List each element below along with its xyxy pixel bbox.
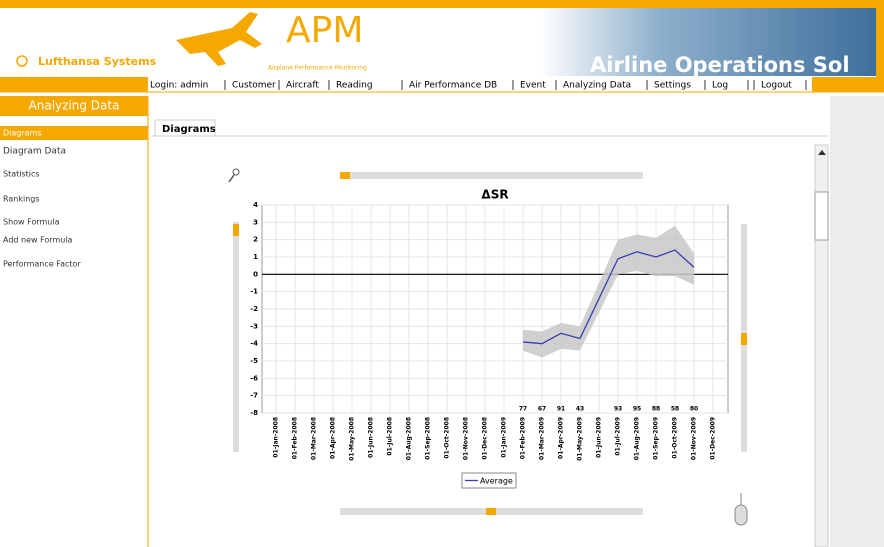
top-border [0,0,884,8]
legend-label: Average [480,477,513,486]
chart-title: ΔSR [481,188,508,202]
nav-item[interactable]: Log [712,81,728,91]
sidebar-item[interactable]: Statistics [3,170,40,179]
y-tick-label: -7 [250,392,258,400]
nav-item[interactable]: Reading [336,81,373,91]
x-tick-label: 01-Jan-2009 [501,417,508,458]
x-tick-label: 01-Jan-2008 [273,417,280,458]
nav-item[interactable]: Login: admin [150,81,208,91]
count-label: 88 [652,406,660,413]
x-tick-label: 01-Dec-2008 [482,417,489,460]
y-tick-label: -2 [250,305,258,313]
y-tick-label: -1 [250,288,258,296]
y-tick-label: 2 [253,236,258,244]
y-tick-label: 1 [253,253,258,261]
sidebar-item[interactable]: Show Formula [3,218,60,227]
x-tick-label: 01-Oct-2008 [444,417,451,459]
count-label: 67 [538,406,546,413]
top-slider-thumb[interactable] [340,172,350,179]
scroll-thumb[interactable] [815,192,828,240]
y-tick-label: 0 [253,270,258,278]
right-panel [830,96,884,547]
y-tick-label: 4 [253,201,258,209]
x-tick-label: 01-May-2009 [577,417,584,461]
x-tick-label: 01-Dec-2009 [710,417,717,460]
nav-left [0,77,148,92]
x-tick-label: 01-May-2008 [349,417,356,461]
nav-item[interactable]: Analyzing Data [563,81,631,91]
tab-label[interactable]: Diagrams [162,124,216,135]
right-border [876,0,884,77]
x-tick-label: 01-Jun-2009 [596,417,603,458]
nav-item[interactable]: Aircraft [286,81,319,91]
brand: Lufthansa Systems [38,55,157,68]
banner-text: Airline Operations Sol [590,53,850,77]
nav-item[interactable]: Settings [654,81,691,91]
y-tick-label: -5 [250,357,258,365]
sidebar-item[interactable]: Add new Formula [3,236,73,245]
nav-item[interactable]: Event [520,81,546,91]
count-label: 77 [519,406,527,413]
app-subtitle: Airplane Performance Monitoring [268,65,367,72]
bottom-slider-thumb[interactable] [486,508,496,515]
app-name: APM [286,10,363,51]
x-tick-label: 01-Apr-2008 [330,417,337,459]
x-tick-label: 01-Nov-2009 [691,417,698,460]
sidebar-title: Analyzing Data [29,99,120,113]
nav-item[interactable]: Customer [232,81,276,91]
y-tick-label: 3 [253,218,258,226]
y-tick-label: -4 [250,340,258,348]
x-tick-label: 01-Aug-2009 [634,417,641,460]
x-tick-label: 01-Jul-2008 [387,417,394,456]
nav-item[interactable]: Logout [761,81,792,91]
sidebar-item[interactable]: Diagrams [3,129,42,138]
right-slider-thumb[interactable] [741,333,747,345]
top-slider[interactable] [340,172,643,179]
x-tick-label: 01-Feb-2009 [520,417,527,459]
sidebar-item[interactable]: Rankings [3,195,40,204]
x-tick-label: 01-Mar-2009 [539,417,546,460]
y-tick-label: -8 [250,409,258,417]
x-tick-label: 01-Apr-2009 [558,417,565,459]
nav-item[interactable]: Air Performance DB [409,81,497,91]
count-label: 95 [633,406,641,413]
x-tick-label: 01-Nov-2008 [463,417,470,460]
x-tick-label: 01-Feb-2008 [292,417,299,459]
count-label: 80 [690,406,698,413]
sidebar-item[interactable]: Diagram Data [3,147,66,157]
x-tick-label: 01-Sep-2008 [425,417,432,460]
count-label: 58 [671,406,679,413]
sidebar-item[interactable]: Performance Factor [3,260,81,269]
y-tick-label: -3 [250,322,258,330]
page: Lufthansa Systems APM Airplane Performan… [0,0,884,547]
x-tick-label: 01-Sep-2009 [653,417,660,460]
left-slider-thumb[interactable] [233,224,239,236]
nav-right [812,77,884,92]
x-tick-label: 01-Jun-2008 [368,417,375,458]
count-label: 91 [557,406,565,413]
x-tick-label: 01-Aug-2008 [406,417,413,460]
x-tick-label: 01-Jul-2009 [615,417,622,456]
app-window: Lufthansa Systems APM Airplane Performan… [0,0,884,547]
x-tick-label: 01-Oct-2009 [672,417,679,459]
left-slider[interactable] [233,222,239,452]
x-tick-label: 01-Mar-2008 [311,417,318,460]
y-tick-label: -6 [250,374,258,382]
count-label: 43 [576,406,584,413]
count-label: 93 [614,406,622,413]
